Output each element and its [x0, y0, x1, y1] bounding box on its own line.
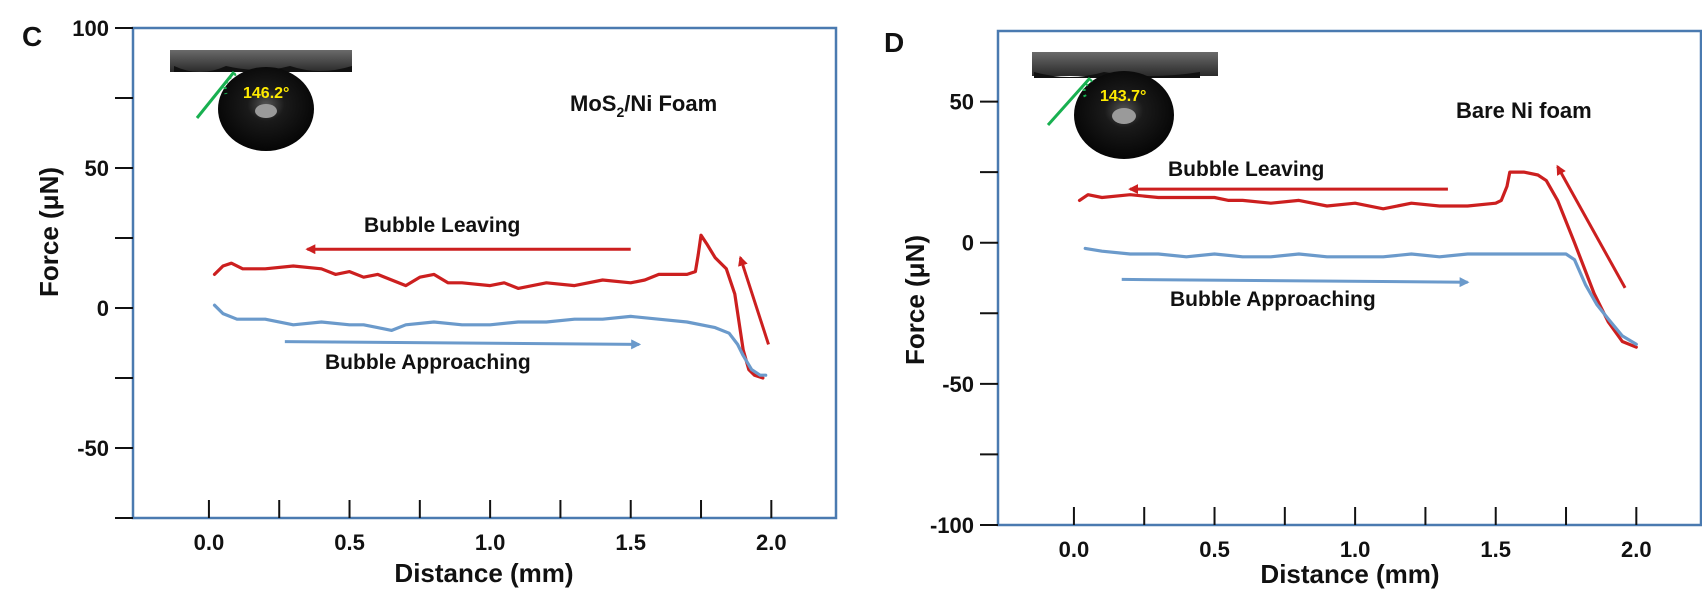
panel-c-inset-angle-arc — [223, 72, 237, 95]
panel-c: C -50 0 50 100 0.0 0.5 1.0 1.5 2.0 Distance (mm… — [22, 16, 838, 588]
panel-d-sample-label: Bare Ni foam — [1456, 98, 1592, 123]
panel-c-inset-angle-label: 146.2° — [243, 85, 289, 102]
panel-d-approaching-arrow — [1121, 277, 1470, 288]
panel-c-yticks: -50 0 50 100 — [72, 16, 133, 519]
panel-c-leaving-label: Bubble Leaving — [364, 214, 520, 237]
panel-d-xticks: 0.0 0.5 1.0 1.5 2.0 — [1059, 507, 1652, 562]
panel-c-inset-highlight — [255, 104, 277, 118]
panel-c-sample-label-tail: /Ni Foam — [624, 91, 717, 116]
panel-d-ytick-label: 0 — [962, 231, 974, 256]
panel-d-xtick-label: 1.5 — [1480, 537, 1511, 562]
panel-c-ytick-label: 0 — [97, 296, 109, 321]
panel-c-ytick-label: 100 — [72, 16, 109, 41]
panel-c-inset-substrate-edge — [174, 66, 352, 72]
panel-c-retract-arrow — [738, 255, 770, 345]
panel-c-approaching-label: Bubble Approaching — [325, 351, 531, 374]
panel-d: D -100 -50 0 50 0.0 0.5 1.0 1.5 2.0 Distance (m… — [884, 27, 1702, 589]
panel-d-series-approaching-line — [1083, 246, 1638, 346]
panel-d-ytick-label: 50 — [950, 90, 974, 115]
panel-c-xtick-label: 0.0 — [194, 530, 225, 555]
panel-c-ytick-label: -50 — [77, 436, 109, 461]
panel-d-xtick-label: 1.0 — [1340, 537, 1371, 562]
panel-c-frame — [131, 26, 838, 520]
panel-d-xtick-label: 2.0 — [1621, 537, 1652, 562]
panel-d-inset-angle-arc — [1082, 78, 1093, 99]
panel-c-xtick-label: 1.0 — [475, 530, 506, 555]
panel-c-xtick-label: 0.5 — [334, 530, 365, 555]
panel-d-retract-arrow — [1556, 164, 1627, 289]
panel-d-yticks: -100 -50 0 50 — [930, 90, 998, 538]
panel-c-ylabel: Force (μN) — [34, 167, 64, 297]
panel-c-letter: C — [22, 21, 42, 52]
panel-d-ylabel: Force (μN) — [900, 235, 930, 365]
panel-d-approaching-label: Bubble Approaching — [1170, 288, 1376, 311]
panel-d-inset-angle-label: 143.7° — [1100, 88, 1146, 105]
panel-c-sample-label: MoS2/Ni Foam — [570, 91, 717, 120]
panel-c-approaching-arrow — [284, 339, 642, 350]
panel-d-xtick-label: 0.0 — [1059, 537, 1090, 562]
panel-d-inset-droplet: 143.7° — [1032, 52, 1218, 159]
panel-c-inset-plate — [170, 50, 352, 72]
panel-d-ytick-label: -50 — [942, 372, 974, 397]
panel-c-series-leaving-line — [212, 233, 765, 380]
panel-d-xtick-label: 0.5 — [1199, 537, 1230, 562]
panel-c-sample-label-main: MoS — [570, 91, 616, 116]
panel-c-sample-label-sub: 2 — [616, 104, 624, 120]
panel-d-inset-contact-line — [1046, 77, 1092, 126]
panel-d-letter: D — [884, 27, 904, 58]
panel-d-series — [1077, 170, 1638, 349]
panel-d-ytick-label: -100 — [930, 513, 974, 538]
panel-c-series — [212, 233, 768, 380]
panel-d-xlabel: Distance (mm) — [1260, 559, 1439, 589]
panel-d-leaving-label: Bubble Leaving — [1168, 158, 1324, 181]
panel-c-annotations — [284, 244, 770, 350]
panel-d-series-leaving-line — [1077, 170, 1638, 349]
panel-d-annotations — [1121, 164, 1627, 289]
panel-c-inset-droplet: 146.2° — [170, 50, 352, 151]
panel-d-frame — [996, 29, 1702, 527]
panel-c-xlabel: Distance (mm) — [394, 558, 573, 588]
panel-c-xticks: 0.0 0.5 1.0 1.5 2.0 — [194, 500, 787, 555]
panel-c-xtick-label: 1.5 — [615, 530, 646, 555]
panel-c-xtick-label: 2.0 — [756, 530, 787, 555]
panel-c-series-approaching-line — [212, 303, 768, 377]
panel-c-ytick-label: 50 — [85, 156, 109, 181]
panel-c-inset-contact-line — [195, 71, 236, 119]
panel-d-inset-highlight — [1112, 108, 1136, 124]
